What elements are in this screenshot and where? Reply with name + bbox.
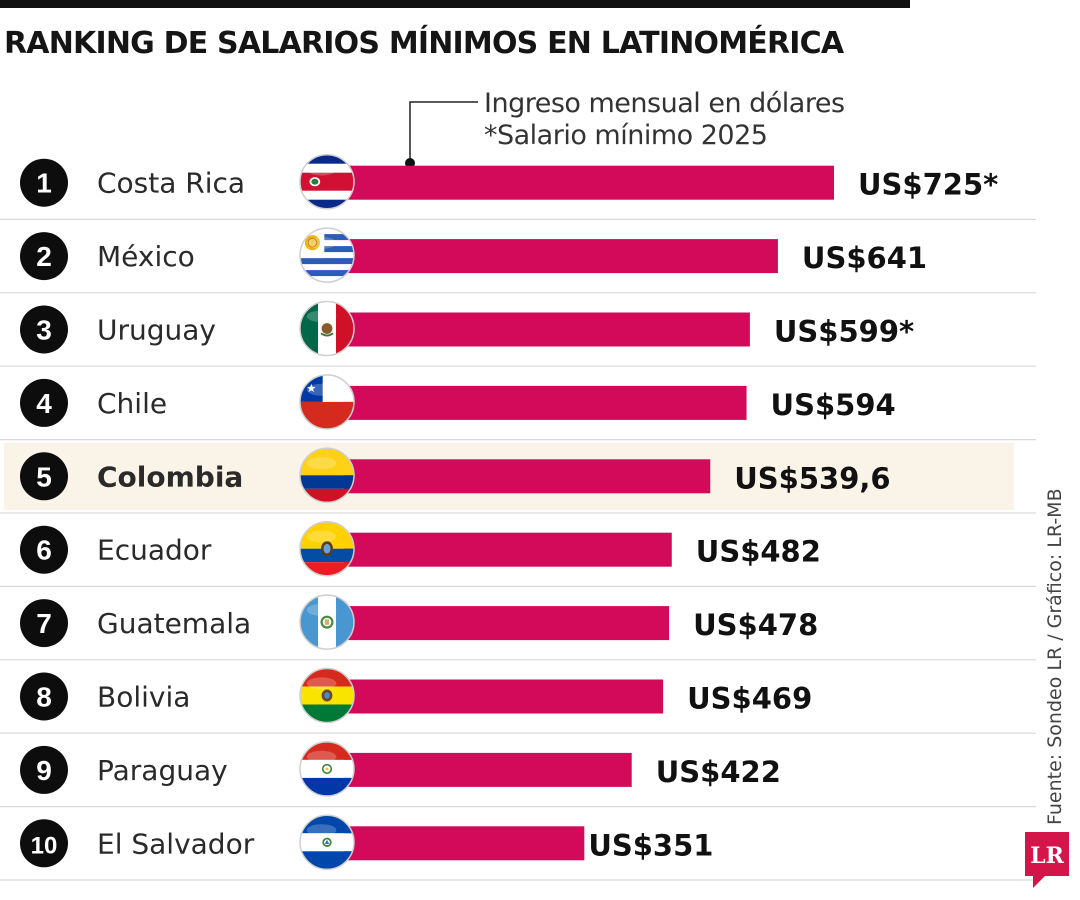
value-label: US$594 xyxy=(771,388,896,422)
rank-number: 4 xyxy=(36,388,52,419)
bar xyxy=(344,459,711,494)
bar xyxy=(344,385,747,420)
rank-badge xyxy=(20,232,68,281)
rank-badge xyxy=(20,158,68,207)
bolivia-flag xyxy=(299,667,355,724)
chart-title: RANKING DE SALARIOS MÍNIMOS EN LATINOMÉR… xyxy=(4,26,844,61)
rank-badge xyxy=(20,745,68,794)
rank-badge xyxy=(20,525,68,574)
country-label: Chile xyxy=(97,387,167,420)
rank-number: 10 xyxy=(31,832,58,859)
value-label: US$725* xyxy=(858,168,998,202)
country-label: Colombia xyxy=(97,460,243,493)
country-label: El Salvador xyxy=(97,827,255,860)
rank-number: 5 xyxy=(36,461,52,492)
value-label: US$641 xyxy=(802,241,927,275)
bar xyxy=(344,532,672,567)
bar xyxy=(344,606,670,641)
rank-badge xyxy=(20,599,68,648)
country-label: Costa Rica xyxy=(97,167,245,200)
legend-unit: Ingreso mensual en dólares xyxy=(484,88,845,119)
lr-logo: LR xyxy=(1025,832,1069,888)
rank-number: 1 xyxy=(36,168,52,199)
value-label: US$539,6 xyxy=(734,461,890,495)
rank-number: 8 xyxy=(36,682,52,713)
bar xyxy=(344,239,778,274)
value-label: US$422 xyxy=(656,755,781,789)
value-label: US$482 xyxy=(696,535,821,569)
bar xyxy=(344,312,750,347)
mexico-flag xyxy=(299,300,355,357)
bar xyxy=(344,826,585,861)
value-label: US$599* xyxy=(774,315,914,349)
guatemala-flag xyxy=(299,594,355,650)
chile-flag xyxy=(299,374,355,430)
rank-number: 9 xyxy=(36,755,52,786)
bar xyxy=(344,679,664,714)
legend-note: *Salario mínimo 2025 xyxy=(484,120,768,151)
value-label: US$351 xyxy=(588,828,713,862)
country-label: Guatemala xyxy=(97,607,251,640)
ecuador-flag xyxy=(299,520,355,577)
uruguay-flag xyxy=(299,227,355,283)
legend: Ingreso mensual en dólares *Salario míni… xyxy=(484,88,845,152)
rank-badge xyxy=(20,672,68,721)
bar xyxy=(344,752,632,787)
rank-number: 6 xyxy=(36,535,52,566)
rank-number: 3 xyxy=(36,315,52,346)
rank-number: 7 xyxy=(36,608,52,639)
bar xyxy=(344,165,834,200)
value-label: US$469 xyxy=(687,682,812,716)
costa-rica-flag xyxy=(299,153,355,210)
source-credit: Fuente: Sondeo LR / Gráfico: LR-MB xyxy=(1044,488,1066,825)
country-label: Bolivia xyxy=(97,681,190,714)
colombia-flag xyxy=(299,447,355,504)
rank-badge xyxy=(20,378,68,427)
value-label: US$478 xyxy=(693,608,818,642)
rank-badge xyxy=(20,819,68,868)
rank-number: 2 xyxy=(36,241,52,272)
country-label: México xyxy=(97,240,195,273)
country-label: Ecuador xyxy=(97,534,212,567)
country-label: Paraguay xyxy=(97,754,228,787)
svg-text:LR: LR xyxy=(1030,843,1064,869)
paraguay-flag xyxy=(299,741,355,797)
top-rule xyxy=(0,0,910,8)
el-salvador-flag xyxy=(299,814,355,871)
rank-badge xyxy=(20,452,68,501)
rank-badge xyxy=(20,305,68,354)
country-label: Uruguay xyxy=(97,314,216,347)
